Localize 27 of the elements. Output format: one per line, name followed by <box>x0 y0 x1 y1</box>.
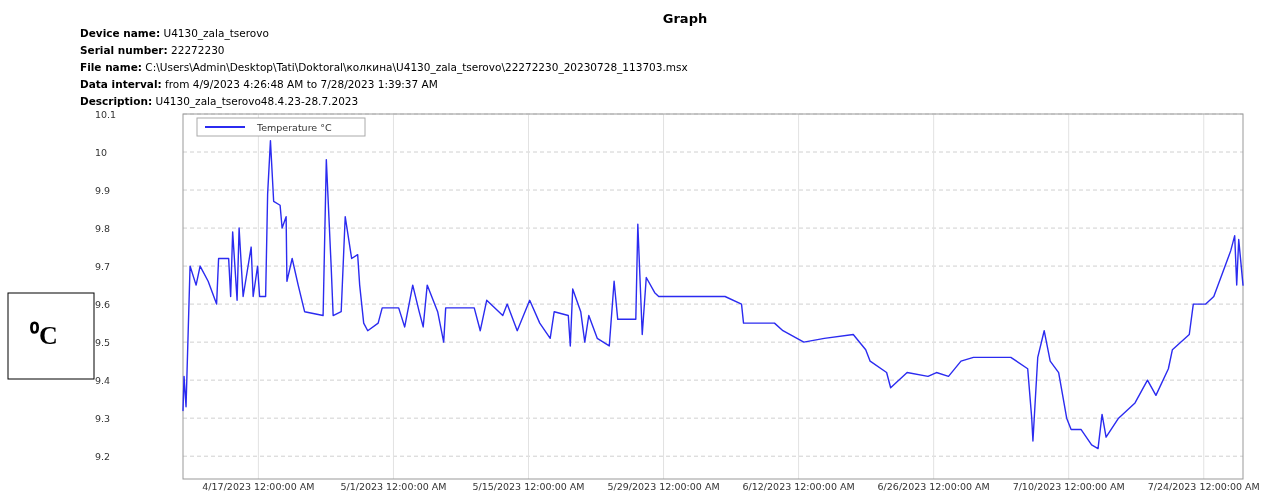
x-tick-label: 6/12/2023 12:00:00 AM <box>742 481 855 492</box>
y-tick-label: 9.8 <box>95 222 111 234</box>
x-tick-label: 4/17/2023 12:00:00 AM <box>202 481 315 492</box>
x-tick-label: 5/1/2023 12:00:00 AM <box>340 481 447 492</box>
x-tick-label: 7/10/2023 12:00:00 AM <box>1012 481 1125 492</box>
y-tick-label: 9.4 <box>95 374 111 386</box>
line-series <box>182 139 1244 450</box>
x-tick-label: 7/24/2023 12:00:00 AM <box>1147 481 1260 492</box>
text: Description: U4130_zala_tserovo48.4.23-28.7.2023 <box>80 95 359 108</box>
chart-title: Graph <box>662 11 708 26</box>
y-tick-label: 9.7 <box>95 260 111 272</box>
x-tick-label: 6/26/2023 12:00:00 AM <box>877 481 990 492</box>
y-tick-label: 9.2 <box>95 450 111 462</box>
text: Serial number: 22272230 <box>80 44 225 56</box>
x-tick-label: 5/15/2023 12:00:00 AM <box>472 481 585 492</box>
text: File name: C:\Users\Admin\Desktop\Tati\Doktoral\колкина\U4130_zala_tserovo\22272230_20230728_113703.msx <box>80 61 688 74</box>
y-tick-label: 9.6 <box>95 298 111 310</box>
y-tick-label: 9.9 <box>95 184 111 196</box>
y-tick-label: 10 <box>95 146 108 158</box>
y-tick-label: 9.3 <box>95 412 111 424</box>
y-axis-title: ⁰C <box>30 321 58 350</box>
text: Data interval: from 4/9/2023 4:26:48 AM to 7/28/2023 1:39:37 AM <box>80 78 438 90</box>
legend-label: Temperature °C <box>256 122 332 133</box>
text: Device name: U4130_zala_tserovo <box>80 27 269 40</box>
y-tick-label: 10.1 <box>95 108 117 120</box>
x-tick-label: 5/29/2023 12:00:00 AM <box>607 481 720 492</box>
y-tick-label: 9.5 <box>95 336 111 348</box>
